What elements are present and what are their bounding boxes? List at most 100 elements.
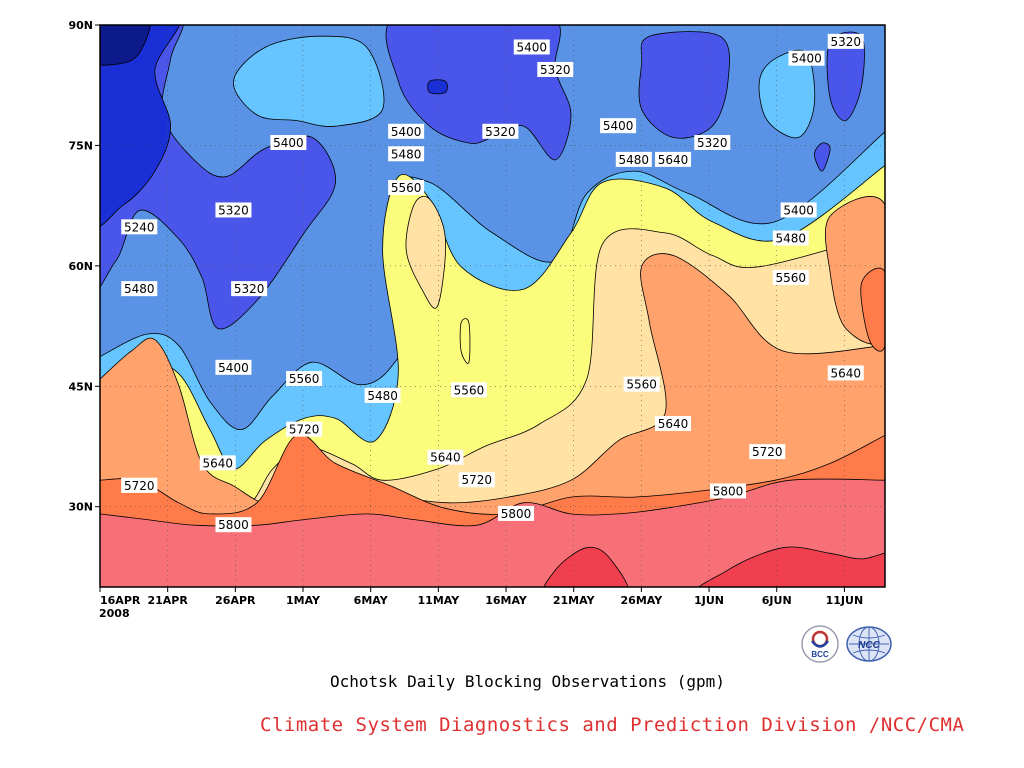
contour-label-bg (215, 202, 252, 218)
contour-label: 5800 (713, 484, 744, 498)
contour-label: 5320 (234, 282, 265, 296)
contour-label: 5400 (218, 361, 249, 375)
contour-label: 5400 (273, 136, 304, 150)
band-5320-5400-spot (813, 142, 831, 172)
x-tick-label: 26MAY (621, 594, 664, 607)
contour-label-bg (215, 359, 252, 375)
x-tick-label: 21MAY (553, 594, 596, 607)
band-5800-5880-east (860, 267, 885, 352)
contour-label: 5640 (830, 366, 861, 380)
contour-label-bg (780, 202, 817, 218)
contour-label-bg (215, 517, 252, 533)
contour-label: 5320 (697, 136, 728, 150)
ncc-logo: NCC (846, 626, 892, 662)
contour-label: 5560 (454, 383, 485, 397)
contour-label: 5720 (752, 445, 783, 459)
contour-label: 5480 (619, 153, 650, 167)
contour-label: 5560 (391, 181, 422, 195)
y-tick-label: 30N (68, 501, 93, 514)
contour-label: 5480 (367, 389, 398, 403)
y-tick-label: 60N (68, 260, 93, 273)
contour-label-bg (710, 483, 746, 499)
contour-label: 5480 (391, 147, 422, 161)
contour-label: 5560 (776, 271, 807, 285)
x-tick-label: 11MAY (418, 594, 461, 607)
band-below-5240 (100, 25, 151, 66)
x-tick-label: 26APR (215, 594, 256, 607)
contour-label: 5560 (626, 378, 657, 392)
x-tick-label: 16APR (100, 594, 141, 607)
band-5640-5720-isle (405, 195, 447, 309)
contour-label-bg (600, 118, 637, 134)
band-5240-5320 (100, 25, 180, 227)
contour-label: 5640 (658, 153, 689, 167)
contour-label-bg (458, 472, 495, 488)
band-5240-dot (427, 79, 448, 95)
contour-label-bg (364, 387, 401, 403)
contour-label-bg (513, 39, 550, 55)
contour-label-bg (121, 281, 158, 297)
grid-lines (100, 25, 885, 587)
contour-label-bg (655, 151, 692, 167)
band-5480-5560 (233, 35, 385, 127)
x-tick-label: 1MAY (286, 594, 321, 607)
contour-label-bg (286, 371, 323, 387)
contour-label-bg (827, 33, 864, 49)
contour-label-bg (655, 416, 692, 432)
contour-label-bg (199, 455, 236, 471)
contour-label: 5720 (462, 473, 493, 487)
band-above-5960-b (698, 546, 885, 587)
contour-label: 5720 (124, 479, 155, 493)
contour-label-bg (827, 365, 864, 381)
x-tick-label: 21APR (147, 594, 188, 607)
contour-label: 5400 (391, 125, 422, 139)
contour-label: 5240 (124, 220, 155, 234)
contour-label-bg (694, 135, 731, 151)
contour-label: 5720 (289, 423, 320, 437)
contour-label: 5480 (124, 282, 155, 296)
contour-label: 5400 (603, 119, 634, 133)
ncc-logo-text: NCC (858, 640, 880, 651)
y-tick-label: 90N (68, 19, 93, 32)
x-tick-label: 1JUN (694, 594, 724, 607)
contour-label-bg (388, 179, 425, 195)
plot-frame (99, 24, 886, 588)
contour-label-bg (537, 61, 574, 77)
contour-label-bg (388, 146, 425, 162)
y-tick-label: 45N (68, 380, 93, 393)
contour-label-bg (450, 382, 487, 398)
contour-label: 5400 (783, 203, 814, 217)
contour-label-bg (121, 219, 158, 235)
contour-label: 5640 (202, 456, 233, 470)
contour-label: 5800 (218, 518, 249, 532)
contour-label-bg (615, 151, 652, 167)
contour-fields (100, 25, 885, 587)
x-tick-label: 11JUN (826, 594, 864, 607)
contour-label: 5400 (791, 52, 822, 66)
band-5320-5400-ne (638, 31, 730, 139)
bcc-logo: BCC (801, 625, 839, 663)
contour-label: 5560 (289, 372, 320, 386)
contour-label: 5640 (430, 451, 461, 465)
contour-label-bg (231, 281, 268, 297)
contour-label: 5640 (658, 417, 689, 431)
credit-line: Climate System Diagnostics and Predictio… (260, 714, 965, 736)
contour-label: 5480 (776, 232, 807, 246)
contour-label-bg (388, 123, 425, 139)
contour-label: 5320 (830, 35, 861, 49)
band-5320-5400-north (385, 25, 572, 161)
contour-chart: 30N 45N 60N 75N 90N 16APR 21APR 26APR 1MAY 6MAY 11… (68, 19, 886, 620)
x-tick-label: 6MAY (354, 594, 389, 607)
contour-label-bg (482, 123, 519, 139)
band-above-5960-a (543, 546, 629, 587)
contour-label-bg (270, 135, 307, 151)
contour-label-bg (498, 505, 535, 521)
x-tick-label: 16MAY (485, 594, 528, 607)
bcc-logo-text: BCC (811, 650, 829, 659)
contour-label-bg (749, 444, 786, 460)
contour-label: 5320 (485, 125, 516, 139)
contour-label-bg (788, 50, 825, 66)
x-tick-label: 6JUN (762, 594, 792, 607)
contour-label-bg (427, 449, 464, 465)
contour-label-bg (623, 376, 660, 392)
